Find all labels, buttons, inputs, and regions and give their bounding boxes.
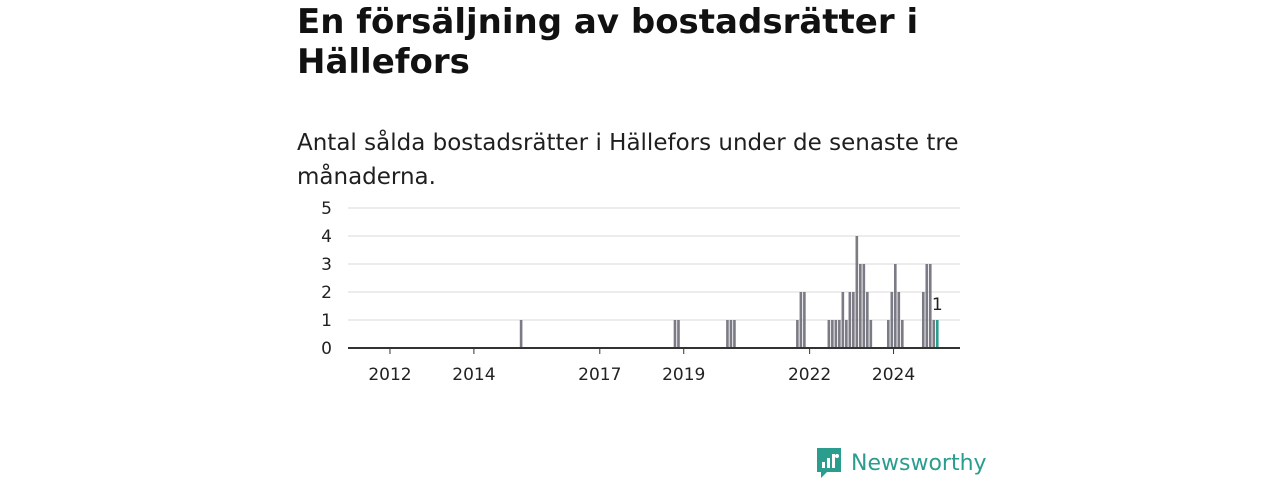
bar (869, 320, 873, 348)
bar (519, 320, 523, 348)
bar (932, 320, 936, 348)
bar (729, 320, 733, 348)
bar (677, 320, 680, 348)
bar (831, 320, 834, 348)
y-tick-label: 5 (321, 199, 332, 219)
bar (925, 264, 929, 348)
bar (900, 320, 904, 348)
bar-chart: 0 1 2 3 4 5 1 2012 2014 2017 2019 2022 2024 (321, 199, 960, 385)
bar (827, 320, 831, 348)
chart-subtitle: Antal sålda bostadsrätter i Hällefors un… (297, 130, 959, 190)
newsworthy-logo: Newsworthy (815, 445, 987, 481)
bar (852, 292, 855, 348)
x-tick-label: 2024 (872, 365, 915, 385)
y-tick-label: 3 (321, 255, 332, 275)
bar (897, 292, 901, 348)
bar (733, 320, 736, 348)
bar (859, 264, 862, 348)
y-tick-label: 0 (321, 339, 332, 359)
highlighted-bar (935, 320, 939, 348)
bar (848, 292, 852, 348)
bar (799, 292, 803, 348)
y-tick-label: 1 (321, 311, 332, 331)
x-tick-label: 2022 (788, 365, 831, 385)
bar (838, 320, 841, 348)
bar (866, 292, 869, 348)
newsworthy-logo-icon (817, 448, 841, 478)
x-tick-label: 2014 (452, 365, 495, 385)
bar (855, 236, 859, 348)
bar (845, 320, 848, 348)
brand-name: Newsworthy (851, 450, 987, 476)
x-tick-label: 2019 (662, 365, 705, 385)
x-tick-label: 2017 (578, 365, 621, 385)
bar (834, 320, 838, 348)
bar (886, 320, 890, 348)
bar (796, 320, 799, 348)
bar (803, 292, 806, 348)
highlight-value-label: 1 (932, 295, 943, 315)
y-tick-label: 4 (321, 227, 332, 247)
chart-title: En försäljning av bostadsrätter i Hällef… (297, 2, 919, 82)
bar (862, 264, 866, 348)
bar (893, 264, 897, 348)
bar (890, 292, 894, 348)
bar (928, 264, 932, 348)
y-tick-label: 2 (321, 283, 332, 303)
bar (841, 292, 845, 348)
bar (726, 320, 729, 348)
x-tick-label: 2012 (368, 365, 411, 385)
bar (673, 320, 677, 348)
bar (921, 292, 925, 348)
